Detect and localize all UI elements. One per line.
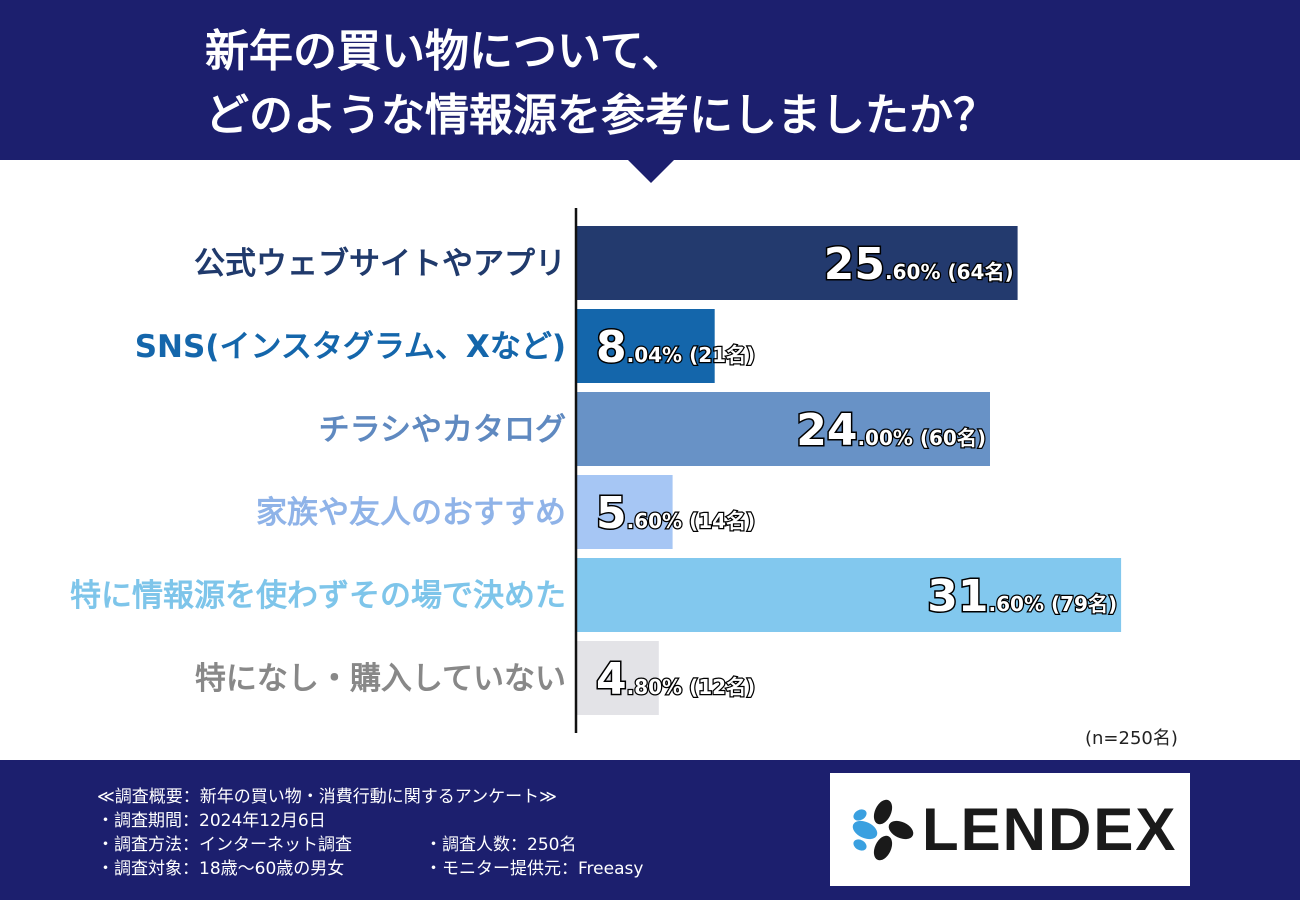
footer: ≪調査概要：新年の買い物・消費行動に関するアンケート≫ ・調査期間：2024年1… (0, 760, 1300, 900)
category-label-3: 家族や友人のおすすめ (256, 495, 566, 531)
value-label-2: 24.00% (60名) (796, 405, 986, 456)
category-label-1: SNS(インスタグラム、Xなど) (135, 329, 566, 365)
category-label-5: 特になし・購入していない (195, 661, 566, 697)
survey-overview-heading: ≪調査概要：新年の買い物・消費行動に関するアンケート≫ (97, 787, 557, 807)
category-label-0: 公式ウェブサイトやアプリ (194, 246, 566, 282)
lendex-logo-mark-icon (852, 799, 914, 861)
value-label-0: 25.60% (64名) (824, 239, 1014, 290)
category-label-4: 特に情報源を使わずその場で決めた (70, 578, 566, 614)
lendex-logo-text: LENDEX (922, 796, 1178, 863)
bar-3 (576, 475, 673, 549)
page-title-line-1: 新年の買い物について、 (205, 26, 686, 77)
bar-4 (576, 558, 1122, 632)
value-label-5: 4.80% (12名) (596, 654, 755, 705)
survey-target: ・調査対象：18歳～60歳の男女 (97, 859, 345, 879)
category-label-2: チラシやカタログ (319, 412, 566, 448)
lendex-logo: LENDEX (830, 773, 1190, 886)
sample-size-note: (n=250名) (1085, 728, 1178, 749)
survey-period: ・調査期間：2024年12月6日 (97, 811, 326, 831)
header-banner: 新年の買い物について、 どのような情報源を参考にしましたか？ (0, 0, 1300, 160)
bar-1 (576, 309, 715, 383)
bar-0 (576, 226, 1018, 300)
page-title-line-2: どのような情報源を参考にしましたか？ (205, 90, 997, 141)
header-arrow (627, 159, 675, 183)
survey-method: ・調査方法：インターネット調査 (97, 835, 352, 855)
value-label-3: 5.60% (14名) (596, 488, 755, 539)
bar-5 (576, 641, 659, 715)
value-label-4: 31.60% (79名) (927, 571, 1117, 622)
survey-count: ・調査人数：250名 (425, 835, 577, 855)
value-label-1: 8.04% (21名) (596, 322, 755, 373)
monitor-provider: ・モニター提供元：Freeasy (425, 859, 644, 879)
bar-2 (576, 392, 990, 466)
